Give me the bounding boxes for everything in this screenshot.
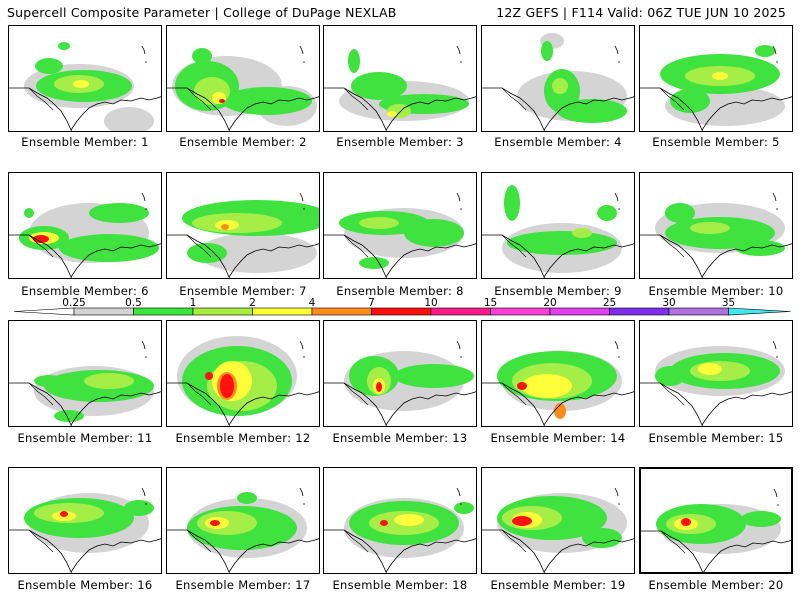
colorbar-tick-label: 25 [603, 297, 616, 309]
ensemble-member-label: Ensemble Member: 5 [652, 135, 780, 149]
colorbar-tick-label: 10 [424, 297, 437, 309]
ensemble-member-map [166, 25, 320, 132]
color-scale-bar: 0.25 0.5 1 2 4 7 10 15 20 25 30 35 [13, 297, 791, 316]
ensemble-member-map [639, 467, 793, 574]
colorbar-lower-end [13, 307, 75, 316]
ensemble-member-label: Ensemble Member: 17 [175, 578, 311, 592]
ensemble-member-label: Ensemble Member: 13 [332, 431, 468, 445]
colorbar-tick-label: 20 [543, 297, 556, 309]
colorbar-segment [609, 307, 670, 316]
ensemble-member-label: Ensemble Member: 20 [648, 578, 784, 592]
ensemble-member-label: Ensemble Member: 15 [648, 431, 784, 445]
ensemble-member-map [639, 172, 793, 279]
ensemble-member-map [481, 172, 635, 279]
colorbar-segment [371, 307, 432, 316]
colorbar-tick-label: 30 [662, 297, 675, 309]
colorbar-tick-label: 15 [484, 297, 497, 309]
ensemble-member-label: Ensemble Member: 2 [179, 135, 307, 149]
ensemble-member-map [166, 467, 320, 574]
map-title: Supercell Composite Parameter | College … [7, 5, 397, 20]
ensemble-member-map [323, 467, 477, 574]
colorbar-tick-label: 0.5 [125, 297, 142, 309]
ensemble-member-label: Ensemble Member: 19 [490, 578, 626, 592]
ensemble-member-label: Ensemble Member: 8 [336, 284, 464, 298]
ensemble-member-map [166, 320, 320, 427]
colorbar-segment [549, 307, 610, 316]
ensemble-member-map [8, 172, 162, 279]
ensemble-member-map [8, 25, 162, 132]
ensemble-member-map [481, 320, 635, 427]
colorbar-tick-label: 2 [249, 297, 256, 309]
colorbar-tick-label: 7 [368, 297, 375, 309]
ensemble-member-map [639, 320, 793, 427]
colorbar-segment [73, 307, 134, 316]
ensemble-member-map [639, 25, 793, 132]
ensemble-member-label: Ensemble Member: 11 [17, 431, 153, 445]
ensemble-member-map [323, 172, 477, 279]
ensemble-member-map [481, 25, 635, 132]
ensemble-member-label: Ensemble Member: 6 [21, 284, 149, 298]
colorbar-tick-label: 1 [190, 297, 197, 309]
ensemble-member-map [323, 320, 477, 427]
ensemble-member-label: Ensemble Member: 14 [490, 431, 626, 445]
ensemble-member-map [166, 172, 320, 279]
ensemble-member-map [8, 467, 162, 574]
ensemble-member-label: Ensemble Member: 7 [179, 284, 307, 298]
colorbar-segment [252, 307, 313, 316]
ensemble-member-map [8, 320, 162, 427]
colorbar-segment [311, 307, 372, 316]
colorbar-upper-end [728, 307, 791, 316]
colorbar-tick-label: 0.25 [62, 297, 85, 309]
ensemble-member-label: Ensemble Member: 3 [336, 135, 464, 149]
colorbar-tick-label: 4 [309, 297, 316, 309]
ensemble-member-label: Ensemble Member: 4 [494, 135, 622, 149]
ensemble-member-label: Ensemble Member: 1 [21, 135, 149, 149]
colorbar-segment [430, 307, 491, 316]
ensemble-member-label: Ensemble Member: 16 [17, 578, 153, 592]
ensemble-member-label: Ensemble Member: 12 [175, 431, 311, 445]
colorbar-segment [192, 307, 253, 316]
colorbar-segment [490, 307, 551, 316]
ensemble-member-map [481, 467, 635, 574]
ensemble-member-label: Ensemble Member: 9 [494, 284, 622, 298]
ensemble-member-label: Ensemble Member: 18 [332, 578, 468, 592]
ensemble-member-label: Ensemble Member: 10 [648, 284, 784, 298]
ensemble-member-map [323, 25, 477, 132]
colorbar-tick-label: 35 [722, 297, 735, 309]
colorbar-segment [668, 307, 729, 316]
colorbar-segment [133, 307, 194, 316]
run-valid-time: 12Z GEFS | F114 Valid: 06Z TUE JUN 10 20… [496, 5, 786, 20]
